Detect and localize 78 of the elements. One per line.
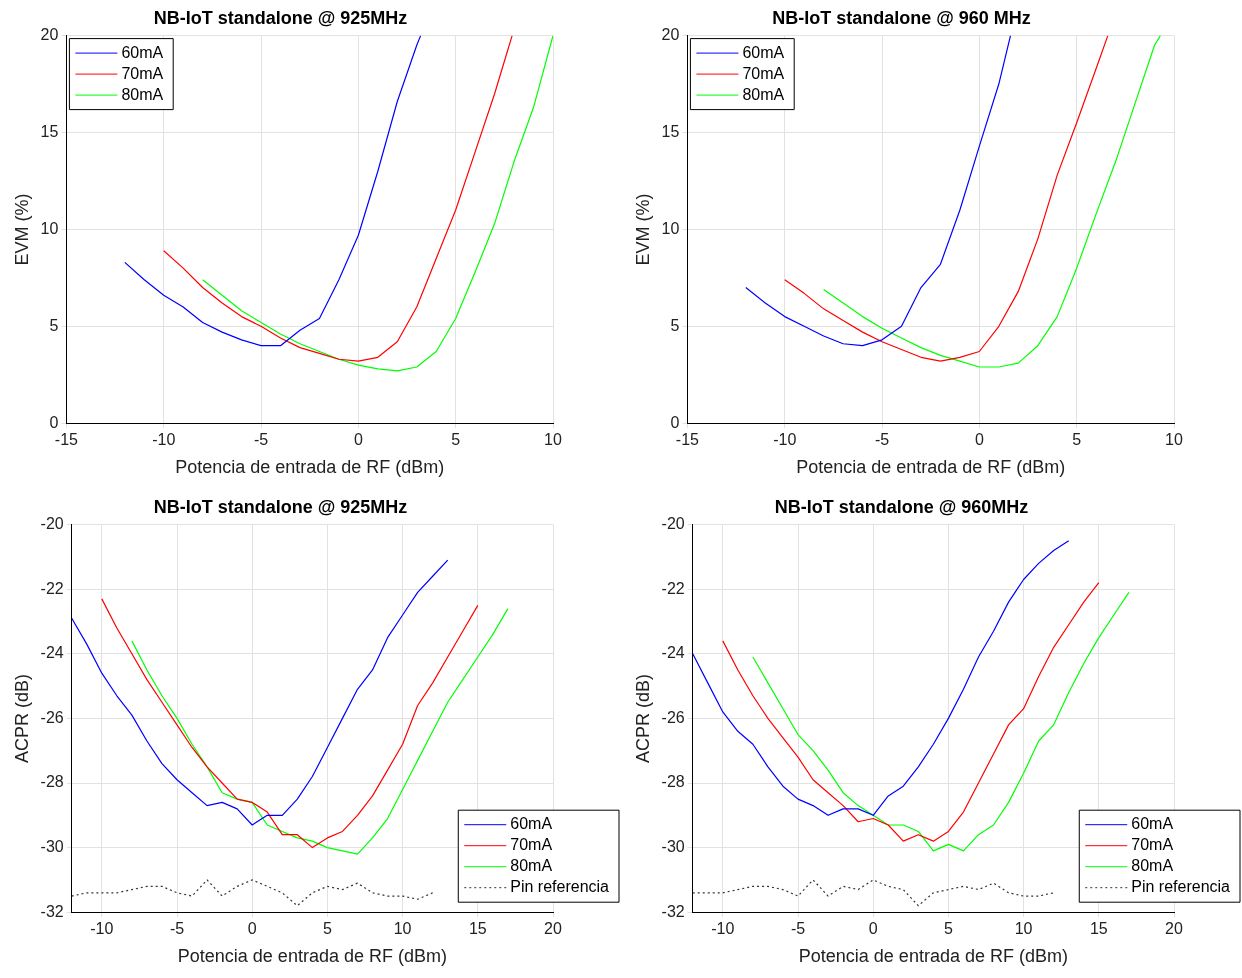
y-tick-label: -20 [661,515,685,533]
y-axis-title: ACPR (dB) [632,673,653,763]
x-tick-label: 10 [1165,431,1183,449]
x-tick-label: 10 [1014,920,1033,938]
y-tick-label: -22 [661,579,685,597]
y-tick-label: 5 [670,316,680,334]
x-tick-label: -5 [874,431,890,449]
x-tick-label: -5 [790,920,806,938]
x-tick-label: -5 [253,431,269,449]
x-tick-label: 5 [322,920,332,938]
x-axis-title: Potencia de entrada de RF (dBm) [796,457,1066,478]
chart-title: NB-IoT standalone @ 960MHz [774,496,1029,517]
x-tick-label: 20 [544,920,562,938]
x-tick-label: -10 [90,920,114,938]
y-tick-label: -30 [661,838,685,856]
legend-label: 70mA [742,64,785,82]
x-tick-label: 5 [1072,431,1082,449]
line-series [71,879,434,907]
x-tick-label: 5 [451,431,461,449]
y-tick-label: -28 [40,773,64,791]
legend-label: 70mA [510,836,553,854]
x-tick-label: -15 [54,431,79,449]
legend-label: 60mA [1131,815,1174,833]
legend-label: 80mA [742,85,785,103]
y-tick-label: -22 [40,579,64,597]
x-tick-label: -10 [773,431,797,449]
x-tick-label: -5 [169,920,185,938]
y-tick-label: -20 [40,515,64,533]
y-tick-label: 20 [661,26,680,44]
y-tick-label: -30 [40,838,64,856]
line-series [692,879,1055,907]
x-tick-label: 0 [974,431,984,449]
y-tick-label: 0 [670,413,680,431]
legend-label: 70mA [1131,836,1174,854]
x-tick-label: -10 [711,920,735,938]
chart-title: NB-IoT standalone @ 925MHz [153,7,408,28]
legend-label: 60mA [510,815,553,833]
legend-label: 60mA [121,43,164,61]
chart-title: NB-IoT standalone @ 960 MHz [772,7,1031,28]
y-tick-label: -32 [661,902,685,920]
y-tick-label: 10 [40,219,59,237]
x-axis-title: Potencia de entrada de RF (dBm) [177,946,447,967]
y-tick-label: 15 [661,122,680,140]
x-tick-label: -15 [675,431,700,449]
y-axis-title: EVM (%) [632,193,653,266]
legend-label: Pin referencia [510,878,610,896]
y-tick-label: -28 [661,773,685,791]
y-axis-title: EVM (%) [11,193,32,266]
legend-label: 80mA [1131,857,1174,875]
y-tick-label: -24 [661,644,685,662]
x-tick-label: 5 [943,920,953,938]
y-tick-label: -26 [40,708,64,726]
chart-title: NB-IoT standalone @ 925MHz [153,496,408,517]
y-tick-label: -24 [40,644,64,662]
x-tick-label: 15 [468,920,487,938]
x-tick-label: 20 [1165,920,1183,938]
x-tick-label: 15 [1089,920,1108,938]
legend-label: 80mA [121,85,164,103]
x-axis-title: Potencia de entrada de RF (dBm) [798,946,1068,967]
y-tick-label: 0 [49,413,59,431]
y-axis-title: ACPR (dB) [11,673,32,763]
x-tick-label: 10 [393,920,412,938]
y-tick-label: 20 [40,26,59,44]
y-tick-label: 10 [661,219,680,237]
legend-label: 60mA [742,43,785,61]
legend-label: 70mA [121,64,164,82]
legend-label: Pin referencia [1131,878,1231,896]
x-tick-label: 0 [353,431,363,449]
y-tick-label: -26 [661,708,685,726]
y-tick-label: -32 [40,902,64,920]
legend-label: 80mA [510,857,553,875]
x-axis-title: Potencia de entrada de RF (dBm) [175,457,445,478]
x-tick-label: 0 [247,920,257,938]
x-tick-label: -10 [152,431,176,449]
x-tick-label: 0 [868,920,878,938]
y-tick-label: 15 [40,122,59,140]
x-tick-label: 10 [544,431,562,449]
y-tick-label: 5 [49,316,59,334]
